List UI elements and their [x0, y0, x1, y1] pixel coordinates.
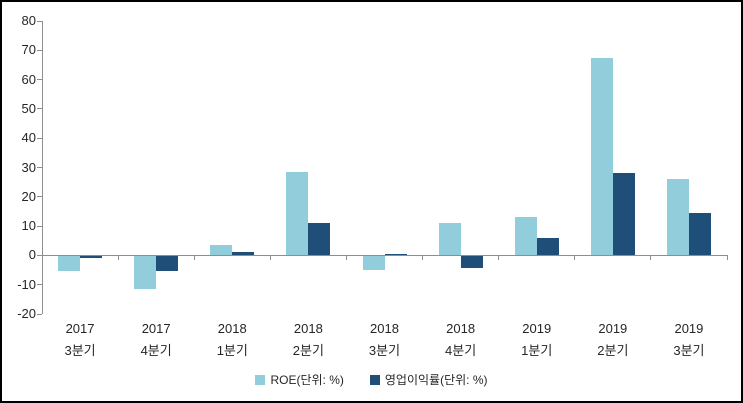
x-axis-label-quarter: 3분기 — [368, 343, 401, 358]
bar-op-margin — [460, 256, 483, 269]
x-axis-label-year: 2019 — [598, 321, 628, 336]
y-axis-tick — [37, 284, 42, 286]
y-axis-tick — [37, 225, 42, 227]
x-axis-label-quarter: 2분기 — [597, 343, 629, 358]
y-axis-label: 10 — [21, 218, 36, 234]
y-axis-label: 80 — [21, 13, 36, 28]
x-axis-label-quarter: 1분기 — [521, 343, 553, 358]
bar-op-margin — [688, 212, 711, 256]
x-axis-label-quarter: 4분기 — [140, 343, 172, 358]
bar-op-margin — [384, 253, 407, 256]
bar-roe — [590, 57, 613, 256]
y-axis-label: 30 — [21, 159, 36, 175]
y-axis-tick — [37, 313, 42, 315]
y-axis-tick — [37, 137, 42, 139]
legend-item-roe: ROE(단위: %) — [255, 371, 344, 388]
bar-roe — [362, 256, 385, 270]
y-axis-tick — [37, 254, 42, 256]
x-axis-label-year: 2018 — [370, 321, 399, 336]
legend-label-roe: ROE(단위: %) — [270, 373, 344, 387]
y-axis-label: -10 — [17, 276, 36, 292]
bar-op-margin — [232, 252, 255, 256]
y-axis-tick — [37, 20, 42, 22]
y-axis-tick — [37, 79, 42, 81]
y-axis-tick — [37, 108, 42, 110]
y-axis-label: -20 — [17, 306, 36, 321]
bar-op-margin — [536, 237, 559, 256]
x-axis-label-year: 2017 — [141, 321, 171, 336]
x-axis-tick — [422, 255, 424, 261]
x-axis-tick — [269, 255, 271, 261]
bar-roe — [210, 245, 233, 256]
bar-op-margin — [308, 223, 331, 256]
x-axis-label-year: 2019 — [522, 321, 552, 336]
bar-roe — [286, 171, 309, 256]
x-axis — [42, 255, 727, 257]
x-axis-label-year: 2018 — [446, 321, 476, 336]
x-axis-tick — [345, 255, 347, 261]
y-axis-label: 0 — [28, 247, 36, 263]
bar-op-margin — [612, 173, 635, 256]
y-axis-label: 40 — [21, 130, 36, 146]
x-axis-label-quarter: 3분기 — [673, 343, 705, 358]
legend-swatch-op-margin — [369, 374, 380, 385]
x-axis-label-quarter: 3분기 — [64, 343, 96, 358]
legend-item-op-margin: 영업이익률(단위: %) — [369, 371, 488, 388]
x-axis-label-year: 2017 — [65, 321, 95, 336]
bar-roe — [134, 256, 157, 289]
y-axis-label: 20 — [21, 188, 36, 204]
x-axis-tick — [726, 255, 728, 261]
x-axis-tick — [41, 255, 43, 261]
y-axis-label: 50 — [21, 100, 36, 116]
y-axis-tick — [37, 49, 42, 51]
x-axis-label-quarter: 1분기 — [216, 343, 248, 358]
x-axis-tick — [117, 255, 119, 261]
y-axis-tick — [37, 167, 42, 168]
y-axis-label: 60 — [21, 71, 36, 87]
x-axis-tick — [193, 255, 195, 261]
x-axis-label-quarter: 4분기 — [445, 343, 477, 358]
bar-roe — [438, 223, 461, 256]
legend-label-op-margin: 영업이익률(단위: %) — [384, 373, 488, 387]
x-axis-tick — [498, 255, 500, 261]
legend-swatch-roe — [255, 374, 266, 385]
bar-roe — [58, 256, 81, 272]
plot-area: 80 70 60 50 40 30 20 10 0 -10 -20 2017 3분기 2017 4분기 201… — [17, 13, 728, 358]
legend: ROE(단위: %) 영업이익률(단위: %) — [2, 371, 741, 388]
x-axis-label-year: 2018 — [217, 321, 247, 336]
bar-op-margin — [156, 256, 179, 272]
y-axis — [42, 21, 43, 314]
x-axis-label-year: 2018 — [293, 321, 323, 336]
x-axis-label-quarter: 2분기 — [292, 343, 324, 358]
y-axis-tick — [37, 196, 42, 198]
x-axis-tick — [574, 255, 576, 261]
x-axis-tick — [650, 255, 652, 261]
x-axis-label-year: 2019 — [674, 321, 704, 336]
bar-op-margin — [80, 256, 103, 258]
bar-roe — [666, 179, 689, 256]
bar-roe — [514, 217, 537, 256]
y-axis-label: 70 — [21, 42, 36, 58]
